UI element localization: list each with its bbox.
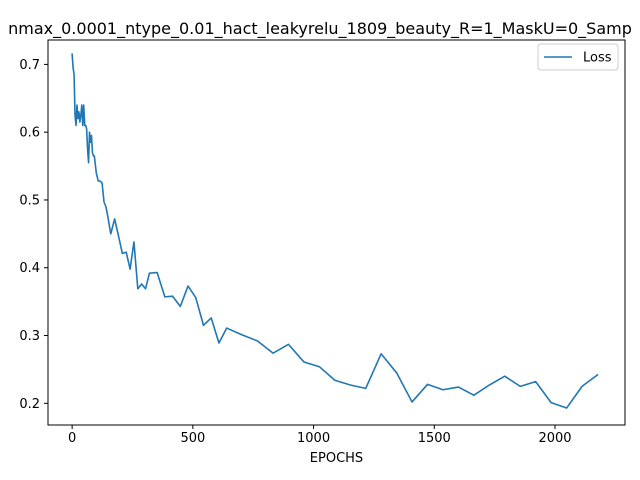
- y-tick-label: 0.3: [19, 329, 40, 344]
- x-tick-label: 1500: [418, 431, 451, 446]
- y-tick-label: 0.2: [19, 397, 40, 412]
- plot-frame: [47, 39, 626, 426]
- y-tick-label: 0.4: [19, 261, 40, 276]
- x-axis-label: EPOCHS: [310, 451, 363, 466]
- x-tick-label: 1000: [297, 431, 330, 446]
- series-line-loss: [71, 53, 599, 409]
- plot-lines: [71, 53, 599, 409]
- legend-box: [537, 43, 619, 71]
- y-tick-label: 0.5: [19, 193, 40, 208]
- y-tick-label: 0.6: [19, 126, 40, 141]
- x-tick-label: 500: [180, 431, 205, 446]
- x-tick-label: 0: [68, 431, 76, 446]
- x-tick-label: 2000: [538, 431, 571, 446]
- axis-ticks: 0 500 1000 1500 2000 0.2 0.3 0.4 0.5 0.6 0.7: [19, 58, 571, 446]
- legend: Loss: [537, 43, 619, 71]
- legend-label-loss: Loss: [583, 51, 612, 66]
- y-tick-label: 0.7: [19, 58, 40, 73]
- chart-title: nmax_0.0001_ntype_0.01_hact_leakyrelu_18…: [8, 19, 632, 39]
